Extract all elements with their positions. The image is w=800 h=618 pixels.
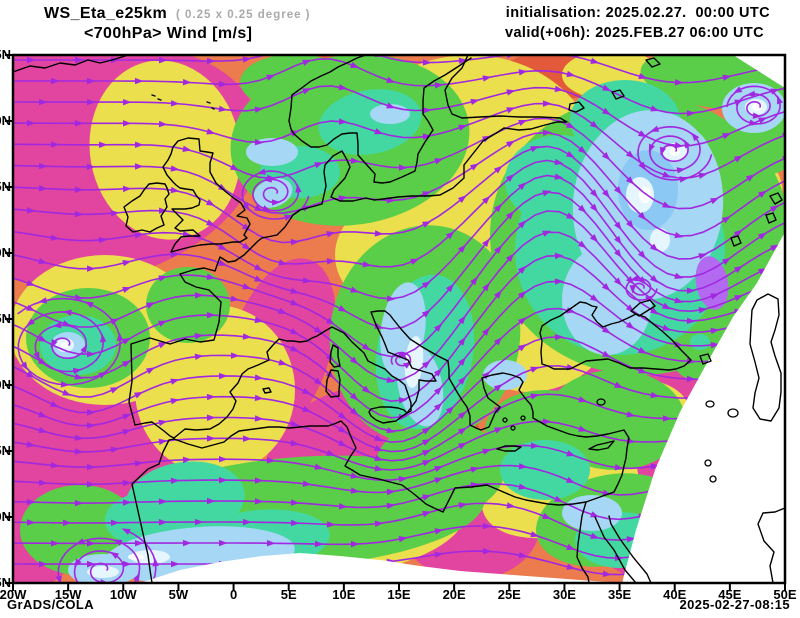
map-plot-area bbox=[13, 55, 785, 583]
x-tick-label: 5E bbox=[280, 587, 297, 602]
x-tick-label: 0 bbox=[229, 587, 238, 602]
x-tick-label: 50E bbox=[773, 587, 797, 602]
y-tick-label: 60N bbox=[0, 113, 11, 128]
initialisation-time: initialisation: 2025.02.27. 00:00 UTC bbox=[505, 5, 770, 21]
y-tick-label: 35N bbox=[0, 443, 11, 458]
x-tick-label: 5W bbox=[168, 587, 189, 602]
y-tick-label: 25N bbox=[0, 575, 11, 590]
x-tick-label: 15W bbox=[54, 587, 82, 602]
x-tick-label: 45E bbox=[718, 587, 742, 602]
x-tick-label: 20W bbox=[0, 587, 27, 602]
generation-timestamp: 2025-02-27-08:15 bbox=[679, 597, 790, 612]
x-tick-label: 15E bbox=[387, 587, 411, 602]
streamlines bbox=[13, 55, 785, 583]
y-tick-label: 40N bbox=[0, 377, 11, 392]
y-tick-label: 55N bbox=[0, 179, 11, 194]
valid-time: valid(+06h): 2025.FEB.27 06:00 UTC bbox=[505, 25, 764, 41]
x-tick-label: 20E bbox=[442, 587, 466, 602]
variable-title: <700hPa> Wind [m/s] bbox=[84, 25, 253, 42]
y-tick-label: 45N bbox=[0, 311, 11, 326]
resolution-note: ( 0.25 x 0.25 degree ) bbox=[176, 9, 311, 21]
coastlines bbox=[13, 55, 785, 583]
axis-tick-marks bbox=[5, 54, 786, 591]
x-tick-label: 35E bbox=[607, 587, 632, 602]
grads-credit: GrADS/COLA bbox=[7, 597, 95, 612]
x-tick-label: 40E bbox=[663, 587, 687, 602]
out-of-domain-mask bbox=[140, 55, 785, 583]
y-tick-label: 30N bbox=[0, 509, 11, 524]
x-tick-label: 10W bbox=[109, 587, 137, 602]
y-tick-label: 65N bbox=[0, 47, 11, 62]
x-tick-label: 25E bbox=[497, 587, 521, 602]
x-tick-label: 30E bbox=[552, 587, 576, 602]
x-tick-label: 10E bbox=[332, 587, 356, 602]
y-tick-label: 50N bbox=[0, 245, 11, 260]
model-title: WS_Eta_e25km bbox=[44, 5, 168, 22]
